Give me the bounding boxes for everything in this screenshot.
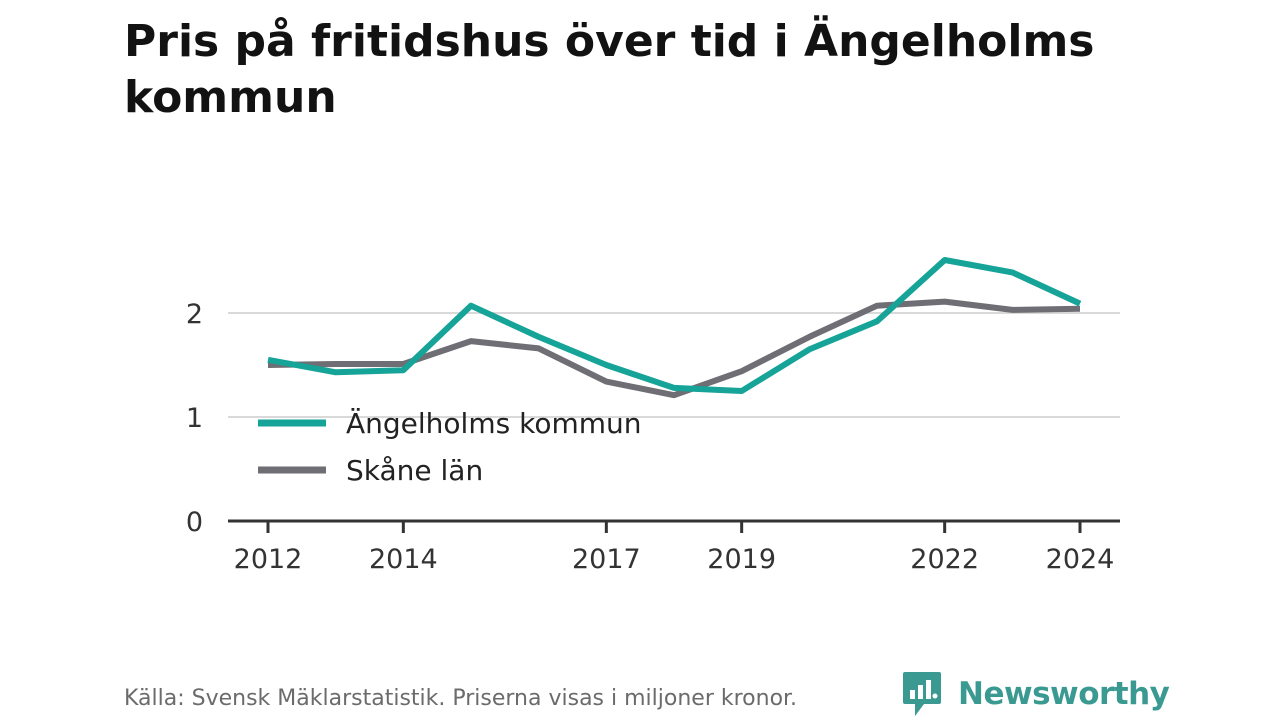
x-tick-label: 2024 [1046, 544, 1115, 575]
source-note: Källa: Svensk Mäklarstatistik. Priserna … [124, 686, 798, 711]
x-tick-label: 2019 [707, 544, 776, 575]
series-line-skane [267, 298, 1081, 399]
y-tick-label: 0 [186, 507, 203, 538]
x-tick-label: 2012 [234, 544, 303, 575]
brand-logo[interactable]: Newsworthy [902, 670, 1170, 718]
x-tick-label: 2017 [572, 544, 641, 575]
y-tick-label: 2 [186, 299, 203, 330]
chart-legend: Ängelholms kommun Skåne län [258, 407, 642, 487]
chart-title: Pris på fritidshus över tid i Ängelholms… [124, 16, 1095, 123]
legend-label: Skåne län [346, 454, 483, 487]
legend-label: Ängelholms kommun [346, 407, 642, 440]
series-line-angelholm [267, 257, 1082, 394]
y-tick-label: 1 [186, 403, 203, 434]
chart-series [267, 257, 1082, 399]
newsworthy-logo-icon [903, 672, 941, 716]
brand-name: Newsworthy [958, 676, 1170, 712]
x-axis: 2012 2014 2017 2019 2022 2024 [228, 519, 1120, 575]
grid-lines: 0 1 2 [186, 299, 1120, 538]
x-tick-label: 2022 [910, 544, 979, 575]
x-tick-label: 2014 [369, 544, 438, 575]
